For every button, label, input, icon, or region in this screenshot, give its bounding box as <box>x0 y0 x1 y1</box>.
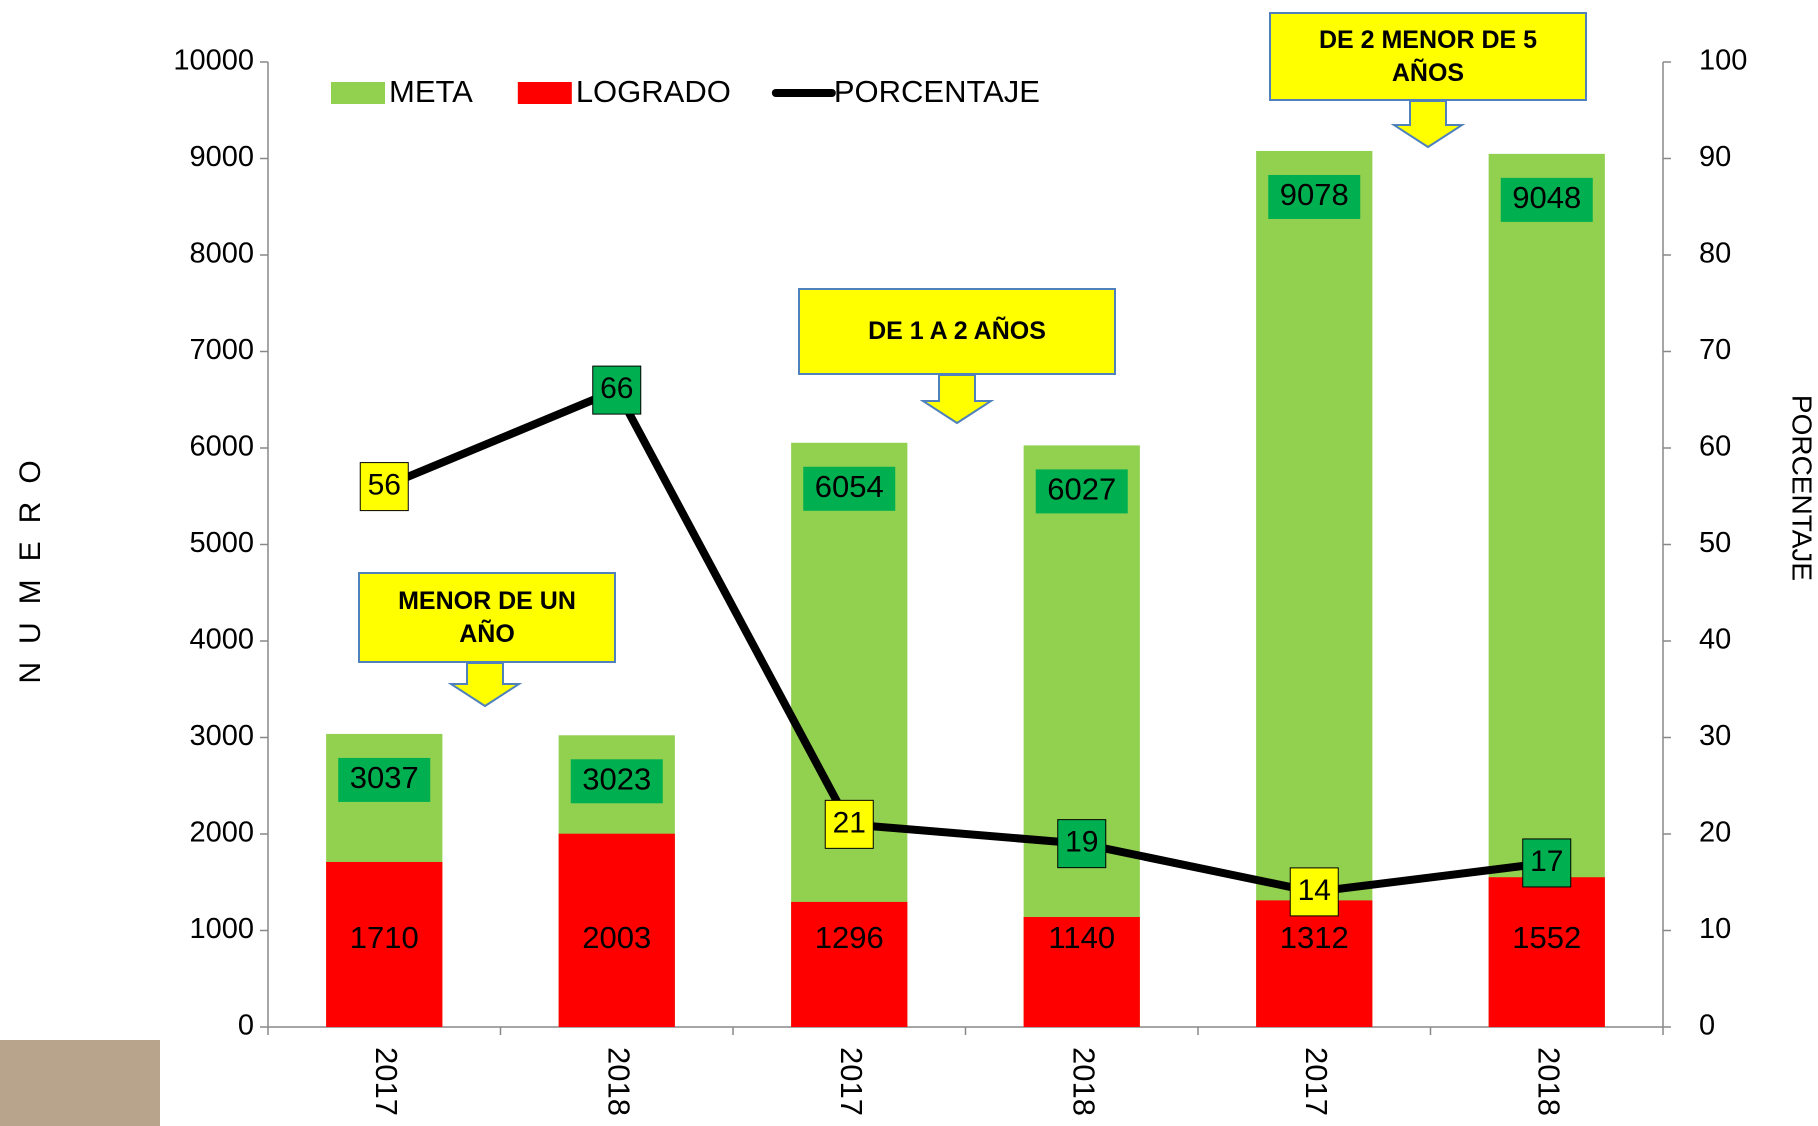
y-axis-title: NUMERO <box>14 442 47 683</box>
y-tick-label: 2000 <box>189 817 254 849</box>
value-label: 19 <box>1065 826 1098 859</box>
y-tick-label: 5000 <box>189 527 254 559</box>
y-tick-label: 3000 <box>189 720 254 752</box>
legend-label: LOGRADO <box>576 74 731 109</box>
y-tick-label: 7000 <box>189 334 254 366</box>
chart: NUMERO PORCENTAJE 0100020003000400050006… <box>0 0 1818 1126</box>
y2-tick-label: 0 <box>1699 1010 1715 1042</box>
value-label: 66 <box>600 372 633 405</box>
value-label: 3023 <box>582 761 651 796</box>
y2-tick-label: 10 <box>1699 913 1731 945</box>
legend-label: PORCENTAJE <box>834 74 1040 109</box>
value-label: 1710 <box>350 920 419 955</box>
value-label: 3037 <box>350 760 419 795</box>
value-label: 21 <box>833 806 866 839</box>
y-tick-label: 4000 <box>189 624 254 656</box>
value-label: 9048 <box>1512 180 1581 215</box>
y-tick-label: 8000 <box>189 238 254 270</box>
x-tick-label: 2018 <box>1532 1047 1567 1116</box>
y-tick-label: 1000 <box>189 913 254 945</box>
callout-arrow <box>923 375 991 423</box>
y-tick-label: 9000 <box>189 141 254 173</box>
value-label: 56 <box>368 469 401 502</box>
x-tick-label: 2017 <box>834 1047 869 1116</box>
callout-arrow <box>1394 101 1462 147</box>
y2-axis-title: PORCENTAJE <box>1787 395 1818 581</box>
y-tick-label: 0 <box>238 1010 254 1042</box>
y2-tick-label: 40 <box>1699 624 1731 656</box>
callout-arrow <box>451 663 519 706</box>
value-label: 6027 <box>1047 472 1116 507</box>
x-tick-label: 2017 <box>369 1047 404 1116</box>
y2-tick-label: 90 <box>1699 141 1731 173</box>
legend-label: META <box>389 74 473 109</box>
y-tick-label: 10000 <box>173 45 254 77</box>
callout: MENOR DE UN AÑO <box>358 572 616 663</box>
callout: DE 1 A 2 AÑOS <box>798 288 1116 375</box>
x-tick-label: 2018 <box>1067 1047 1102 1116</box>
y2-tick-label: 70 <box>1699 334 1731 366</box>
y2-tick-label: 80 <box>1699 238 1731 270</box>
page: NUMERO PORCENTAJE 0100020003000400050006… <box>0 0 1818 1126</box>
photo <box>0 1040 160 1126</box>
y2-tick-label: 30 <box>1699 720 1731 752</box>
y2-tick-label: 20 <box>1699 817 1731 849</box>
y2-tick-label: 60 <box>1699 431 1731 463</box>
y2-tick-label: 100 <box>1699 45 1747 77</box>
value-label: 6054 <box>815 469 884 504</box>
value-label: 9078 <box>1280 177 1349 212</box>
y-tick-label: 6000 <box>189 431 254 463</box>
x-tick-label: 2018 <box>602 1047 637 1116</box>
value-label: 1140 <box>1048 920 1115 955</box>
x-tick-label: 2017 <box>1299 1047 1334 1116</box>
value-label: 14 <box>1298 874 1331 907</box>
value-label: 2003 <box>582 920 651 955</box>
value-label: 17 <box>1530 845 1563 878</box>
value-label: 1312 <box>1280 920 1349 955</box>
value-label: 1552 <box>1512 920 1581 955</box>
callout: DE 2 MENOR DE 5 AÑOS <box>1269 12 1587 101</box>
legend-swatch <box>518 82 572 104</box>
legend-swatch <box>331 82 385 104</box>
value-label: 1296 <box>815 920 884 955</box>
y2-tick-label: 50 <box>1699 527 1731 559</box>
